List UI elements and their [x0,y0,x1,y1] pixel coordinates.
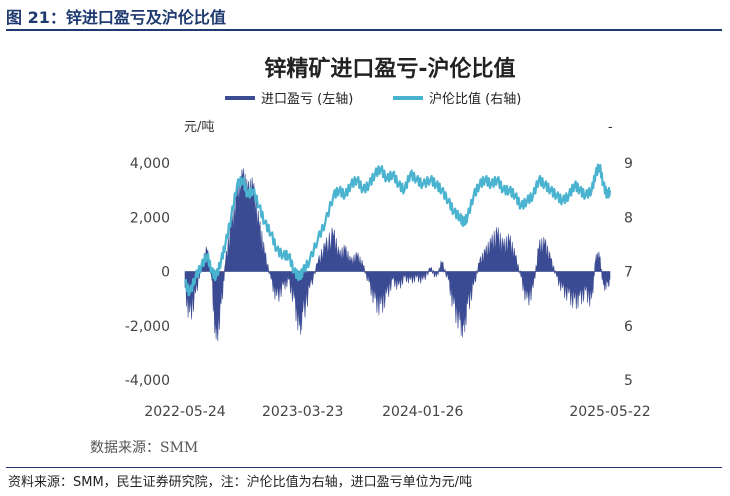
left-tick-label: 0 [161,265,170,281]
x-tick-label: 2023-03-23 [262,404,343,420]
left-tick-label: -2,000 [125,319,170,335]
right-tick-label: 6 [624,319,633,335]
plot-area [183,163,612,342]
right-tick-label: 8 [624,210,633,226]
series-ratio-line [183,163,612,297]
left-tick-label: 2,000 [130,210,170,226]
figure-title: 图 21：锌进口盈亏及沪伦比值 [6,8,226,27]
x-tick-label: 2022-05-24 [144,404,225,420]
x-tick-label: 2024-01-26 [382,404,463,420]
data-source: 数据来源：SMM [90,440,198,456]
left-tick-label: -4,000 [125,373,170,389]
legend: 进口盈亏 (左轴) 沪伦比值 (右轴) [225,91,521,107]
x-tick-label: 2025-05-22 [569,404,650,420]
source-note: 资料来源：SMM，民生证券研究院，注：沪伦比值为右轴，进口盈亏单位为元/吨 [8,475,473,490]
legend-label-ratio: 沪伦比值 (右轴) [429,91,521,107]
right-tick-label: 7 [624,265,633,281]
left-tick-label: 4,000 [130,156,170,172]
legend-label-profit: 进口盈亏 (左轴) [261,92,353,107]
chart: 锌精矿进口盈亏-沪伦比值 进口盈亏 (左轴) 沪伦比值 (右轴) 元/吨 - 4… [90,56,651,456]
chart-title: 锌精矿进口盈亏-沪伦比值 [264,56,515,82]
right-tick-label: 5 [624,373,633,389]
right-axis-ticks: 9 8 7 6 5 [624,156,633,389]
x-axis-ticks: 2022-05-24 2023-03-23 2024-01-26 2025-05-22 [144,404,650,420]
bottom-rule [6,467,722,468]
left-axis-unit: 元/吨 [184,120,214,135]
top-rule [6,29,722,31]
right-axis-unit: - [608,120,613,135]
right-tick-label: 9 [624,156,633,172]
left-axis-ticks: 4,000 2,000 0 -2,000 -4,000 [125,156,170,389]
